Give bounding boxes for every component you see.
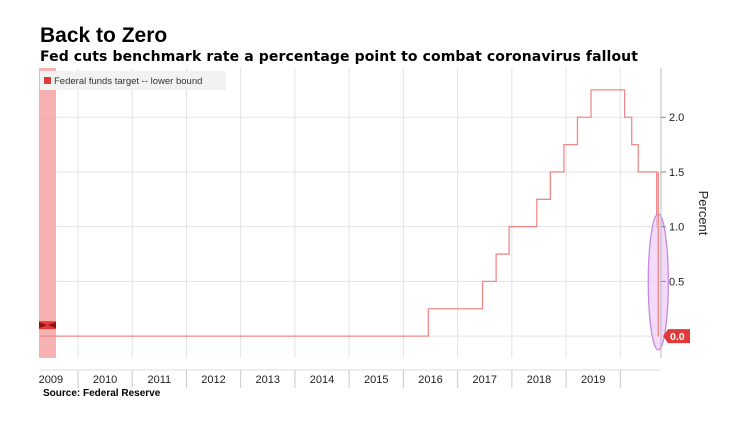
start-marker-arrow-left [48,322,56,329]
x-tick-label: 2010 [93,374,117,386]
y-tick-label: 1.5 [669,167,684,179]
series-line-fed-funds [40,89,659,337]
last-value-label: 0.0 [670,331,685,343]
y-tick-label: 2.0 [669,112,684,124]
x-tick-label: 2012 [201,374,225,386]
x-tick-label: 2011 [147,374,171,386]
x-tick-label: 2009 [39,374,63,386]
axes: 0.5 1.0 1.5 2.0 0.0 2009 2010 2011 2012 2013 2014 2… [39,68,690,388]
legend-box [40,71,226,90]
recession-band [39,68,56,358]
x-tick-label: 2015 [364,374,388,386]
recession-band-rect [39,68,56,358]
last-value-badge [663,329,690,344]
legend-label: Federal funds target -- lower bound [54,76,202,87]
x-tick-label: 2019 [581,374,605,386]
y-tick-label: 0.5 [669,276,684,288]
grid [40,68,661,358]
x-tick-label: 2013 [256,374,280,386]
x-tick-label: 2018 [527,374,551,386]
start-marker [39,321,56,330]
y-axis-label: Percent [696,191,711,236]
chart-subtitle: Fed cuts benchmark rate a percentage poi… [40,49,639,65]
start-marker-arrow-right [39,322,47,329]
x-tick-label: 2014 [310,374,334,386]
legend: Federal funds target -- lower bound [40,71,226,90]
x-tick-label: 2017 [472,374,496,386]
series [39,89,669,351]
source-note: Source: Federal Reserve [43,388,161,399]
legend-swatch [44,77,51,84]
y-tick-label: 1.0 [669,222,684,234]
x-tick-label: 2016 [418,374,442,386]
chart-title: Back to Zero [40,24,168,47]
